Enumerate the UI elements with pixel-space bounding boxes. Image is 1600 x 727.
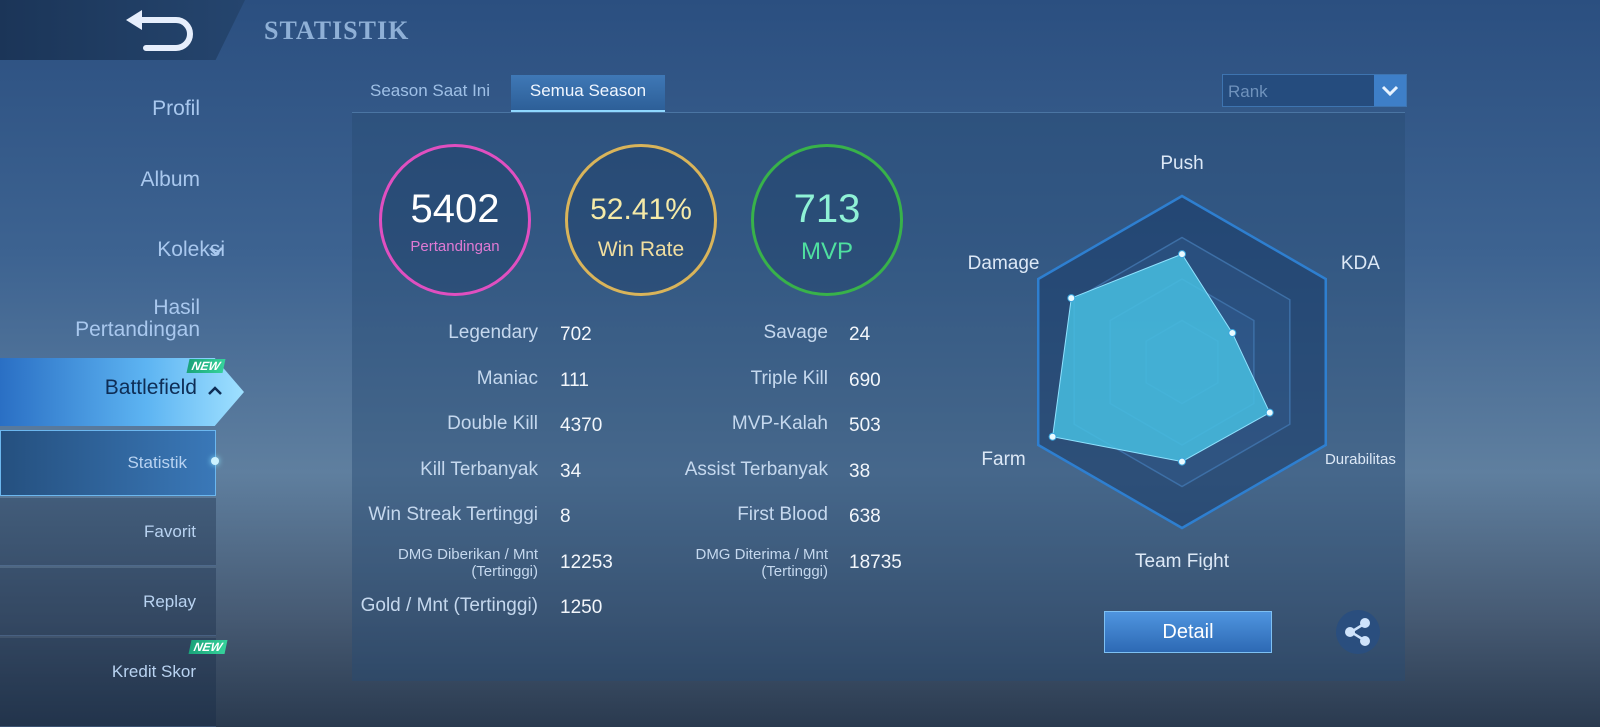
summary-ring	[751, 144, 903, 296]
summary-label: MVP	[800, 238, 853, 265]
menu-koleksi[interactable]: Koleksi	[157, 238, 225, 262]
radar-axis-label: Farm	[981, 449, 1025, 470]
stat-label: DMG Diberikan / Mnt (Tertinggi)	[397, 545, 538, 580]
stat-label: Kill Terbanyak	[420, 458, 538, 480]
header-bar	[0, 0, 245, 60]
stat-value: 1250	[560, 597, 603, 618]
radar-point	[1178, 250, 1186, 259]
menu-profil[interactable]: Profil	[152, 97, 200, 120]
stat-value: 638	[849, 506, 881, 527]
menu-favorit[interactable]: Favorit	[0, 498, 216, 566]
menu-statistik[interactable]: Statistik	[0, 430, 216, 496]
radar-point	[1048, 432, 1057, 441]
stat-value: 8	[560, 506, 571, 527]
stat-value: 34	[560, 460, 582, 482]
radar-axis-label: KDA	[1341, 253, 1380, 274]
stat-label: Gold / Mnt (Tertinggi)	[360, 595, 538, 616]
tab-active[interactable]: Semua Season	[511, 75, 665, 112]
stat-value: 503	[849, 415, 881, 436]
summary-value: 52.41%	[590, 193, 692, 226]
stat-value: 4370	[560, 415, 603, 436]
menu-label: Koleksi	[157, 238, 225, 261]
stat-value: 690	[849, 369, 881, 391]
menu-album[interactable]: Album	[140, 168, 200, 191]
share-button[interactable]	[1336, 610, 1380, 654]
detail-button[interactable]: Detail	[1104, 611, 1272, 653]
summary-value: 5402	[410, 187, 500, 231]
radar-axis-label: Damage	[968, 253, 1040, 274]
menu-hasil[interactable]: Hasil Pertandingan	[75, 296, 200, 341]
stat-value: 18735	[849, 551, 902, 573]
stat-label: Savage	[763, 322, 828, 343]
chevron-up	[208, 386, 222, 395]
tab-label: Semua Season	[529, 81, 647, 100]
radar-axis-label: Team Fight	[1135, 551, 1230, 570]
menu-replay[interactable]: Replay	[0, 568, 216, 636]
summary-ring	[565, 144, 717, 296]
chevron-down	[209, 247, 223, 256]
stat-label: Assist Terbanyak	[684, 458, 828, 480]
summary-value: 713	[793, 187, 861, 231]
radar-point	[1067, 294, 1076, 303]
tab[interactable]: Season Saat Ini	[370, 81, 491, 100]
dropdown-arrow	[1374, 75, 1406, 106]
stat-label: Legendary	[448, 322, 538, 343]
new-badge: NEW	[186, 359, 226, 373]
button-label: Detail	[1162, 621, 1214, 643]
radar-point	[1265, 408, 1274, 417]
stat-label: MVP-Kalah	[731, 413, 828, 434]
menu-kredit[interactable]: Kredit Skor	[0, 638, 216, 727]
stat-value: 24	[849, 324, 871, 345]
stat-value: 12253	[560, 551, 613, 573]
summary-label: Pertandingan	[410, 238, 500, 255]
dropdown-label: Rank	[1228, 82, 1268, 101]
radar-axis-label: Push	[1160, 153, 1203, 174]
radar-point	[1178, 457, 1186, 466]
stat-label: Maniac	[476, 367, 538, 389]
radar-axis-label: Durabilitas	[1325, 451, 1396, 468]
stat-label: First Blood	[737, 504, 828, 525]
radar-chart: Push KDA Durabilitas Team Fight Farm Damage	[968, 153, 1396, 570]
rank-dropdown[interactable]: Rank	[1222, 74, 1407, 107]
menu-battlefield[interactable]: Battlefield	[0, 376, 197, 400]
active-dot	[211, 457, 219, 465]
stat-value: 702	[560, 324, 592, 345]
page-title: STATISTIK	[264, 16, 410, 45]
stat-label: DMG Diterima / Mnt (Tertinggi)	[695, 545, 828, 580]
stat-value: 38	[849, 460, 871, 482]
summary-ring	[379, 144, 531, 296]
summary-label: Win Rate	[597, 238, 685, 261]
radar-point	[1228, 328, 1237, 337]
back-button[interactable]	[118, 8, 198, 54]
stat-value: 111	[560, 369, 589, 391]
stat-label: Double Kill	[447, 413, 538, 434]
menu-label: Battlefield	[104, 376, 197, 399]
dropdown-chevron	[1381, 85, 1399, 97]
stat-label: Triple Kill	[750, 367, 828, 389]
stat-label: Win Streak Tertinggi	[368, 504, 538, 525]
new-badge: NEW	[188, 640, 228, 654]
